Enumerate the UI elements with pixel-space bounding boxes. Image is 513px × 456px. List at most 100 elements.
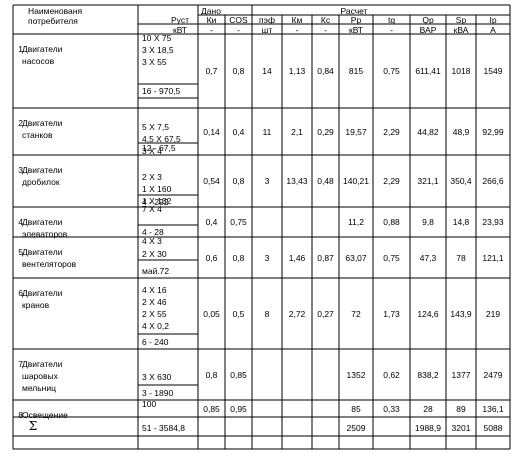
cell-tg: 0,75 bbox=[383, 252, 400, 263]
cell-qp: 28 bbox=[423, 403, 433, 414]
installed-power-item: 3 X 4 bbox=[142, 146, 162, 156]
installed-power-item: 3 X 18,5 bbox=[142, 45, 174, 55]
consumer-name: Двигатели bbox=[22, 247, 63, 257]
consumer-name: Двигатели bbox=[22, 44, 63, 54]
total-sp: 3201 bbox=[451, 423, 471, 433]
cell-kc: 0,27 bbox=[317, 308, 334, 319]
row-number: 4 bbox=[18, 217, 23, 227]
total-installed-power: 51 - 3584,8 bbox=[142, 423, 186, 433]
installed-power-item: 3 X 55 bbox=[142, 57, 167, 67]
installed-power-total: 16 - 970,5 bbox=[142, 86, 181, 96]
consumer-name: Освещение bbox=[22, 410, 68, 420]
cell-sp: 14,8 bbox=[452, 217, 470, 227]
column-unit-ne: шт bbox=[261, 25, 273, 35]
installed-power-item: 2 X 30 bbox=[142, 249, 167, 259]
cell-sp: 1377 bbox=[451, 369, 471, 380]
header-name: потребителя bbox=[28, 16, 78, 26]
cell-kc: 0,29 bbox=[317, 126, 334, 137]
installed-power-item: 5 X 7,5 bbox=[142, 122, 169, 132]
cell-kc: 0,84 bbox=[317, 66, 334, 76]
column-unit-sp: кВА bbox=[453, 25, 469, 35]
consumer-name: дробилок bbox=[22, 177, 60, 187]
installed-power-total: 12 - 67,5 bbox=[142, 143, 176, 153]
cell-pp: 63,07 bbox=[345, 252, 367, 263]
installed-power-item: 3 X 630 bbox=[142, 372, 172, 382]
cell-sp: 1018 bbox=[451, 66, 471, 76]
cell-sp: 143,9 bbox=[450, 308, 472, 319]
cell-qp: 124,6 bbox=[417, 308, 439, 319]
column-unit-ip: А bbox=[490, 25, 496, 35]
installed-power-item: 4 X 16 bbox=[142, 285, 167, 295]
cell-ne: 3 bbox=[264, 176, 270, 186]
consumer-name: Двигатели bbox=[22, 165, 63, 175]
consumer-name: кранов bbox=[22, 300, 50, 310]
row-number: 7 bbox=[18, 359, 23, 369]
cell-ki: 0,14 bbox=[203, 126, 220, 137]
column-unit-km: - bbox=[295, 25, 299, 35]
row-number: 3 bbox=[18, 165, 23, 175]
cell-ip: 219 bbox=[485, 308, 501, 319]
cell-tg: 0,33 bbox=[383, 403, 400, 414]
installed-power-item: 2 X 46 bbox=[142, 297, 167, 307]
column-unit-kc: - bbox=[324, 25, 327, 35]
cell-pp: 815 bbox=[348, 66, 364, 76]
cell-sp: 350,4 bbox=[450, 176, 472, 186]
cell-kc: 0,87 bbox=[317, 252, 334, 263]
cell-ki: 0,4 bbox=[205, 217, 218, 227]
cell-qp: 838,2 bbox=[417, 369, 439, 380]
consumer-name: насосов bbox=[22, 56, 55, 66]
column-unit-qp: ВАР bbox=[419, 25, 437, 35]
column-unit-pp: кВТ bbox=[348, 25, 364, 35]
consumer-name: Двигатели bbox=[22, 288, 63, 298]
installed-power-item: 4,5 X 67,5 bbox=[142, 134, 181, 144]
cell-ki: 0,8 bbox=[205, 369, 218, 380]
cell-tg: 1,73 bbox=[383, 308, 400, 319]
cell-cos: 0,8 bbox=[232, 176, 245, 186]
cell-ki: 0,54 bbox=[203, 176, 220, 186]
cell-ne: 11 bbox=[262, 126, 272, 137]
installed-power-total: 4 - 28 bbox=[142, 227, 164, 237]
total-pp: 2509 bbox=[346, 423, 366, 433]
cell-km: 1,46 bbox=[288, 252, 306, 263]
column-header-sp: Sр bbox=[455, 15, 467, 25]
cell-pp: 11,2 bbox=[348, 217, 364, 227]
consumer-name: мельниц bbox=[22, 383, 56, 393]
cell-cos: 0,5 bbox=[232, 308, 245, 319]
installed-power-item: 10 X 75 bbox=[142, 33, 172, 43]
cell-sp: 89 bbox=[456, 403, 466, 414]
installed-power-item: 1 X 160 bbox=[142, 184, 172, 194]
header-group-given: Дано bbox=[201, 6, 221, 16]
cell-ne: 8 bbox=[264, 308, 270, 319]
sum-symbol: Σ bbox=[28, 419, 38, 433]
cell-pp: 85 bbox=[351, 403, 361, 414]
column-header-pust: Руст bbox=[171, 15, 189, 25]
column-unit-tg: - bbox=[390, 25, 393, 35]
cell-cos: 0,95 bbox=[230, 403, 247, 414]
installed-power-item: 2 X 3 bbox=[142, 172, 162, 182]
cell-pp: 72 bbox=[351, 308, 361, 319]
cell-sp: 48,9 bbox=[452, 126, 470, 137]
installed-power-total: май.72 bbox=[142, 266, 170, 276]
installed-power-item: 4 X 0,2 bbox=[142, 321, 169, 331]
cell-qp: 44,82 bbox=[417, 126, 439, 137]
cell-qp: 321,1 bbox=[417, 176, 439, 186]
cell-ip: 121,1 bbox=[482, 252, 504, 263]
installed-power-item: 2 X 55 bbox=[142, 309, 167, 319]
row-number: 5 bbox=[18, 247, 23, 257]
column-unit-cos: - bbox=[237, 25, 240, 35]
installed-power-item: 1 X 132 bbox=[142, 196, 172, 206]
cell-ip: 92,99 bbox=[482, 126, 504, 137]
cell-ki: 0,7 bbox=[205, 66, 218, 76]
header-name: Наименованя bbox=[28, 6, 83, 16]
cell-tg: 0,88 bbox=[383, 217, 400, 227]
consumer-name: станков bbox=[22, 130, 53, 140]
cell-cos: 0,75 bbox=[230, 217, 247, 227]
cell-ip: 2479 bbox=[483, 369, 503, 380]
cell-qp: 611,41 bbox=[415, 66, 441, 76]
cell-cos: 0,8 bbox=[232, 252, 245, 263]
installed-power-item: 100 bbox=[142, 399, 157, 409]
cell-ip: 136,1 bbox=[482, 403, 504, 414]
total-ip: 5088 bbox=[483, 423, 503, 433]
cell-ip: 1549 bbox=[483, 66, 503, 76]
